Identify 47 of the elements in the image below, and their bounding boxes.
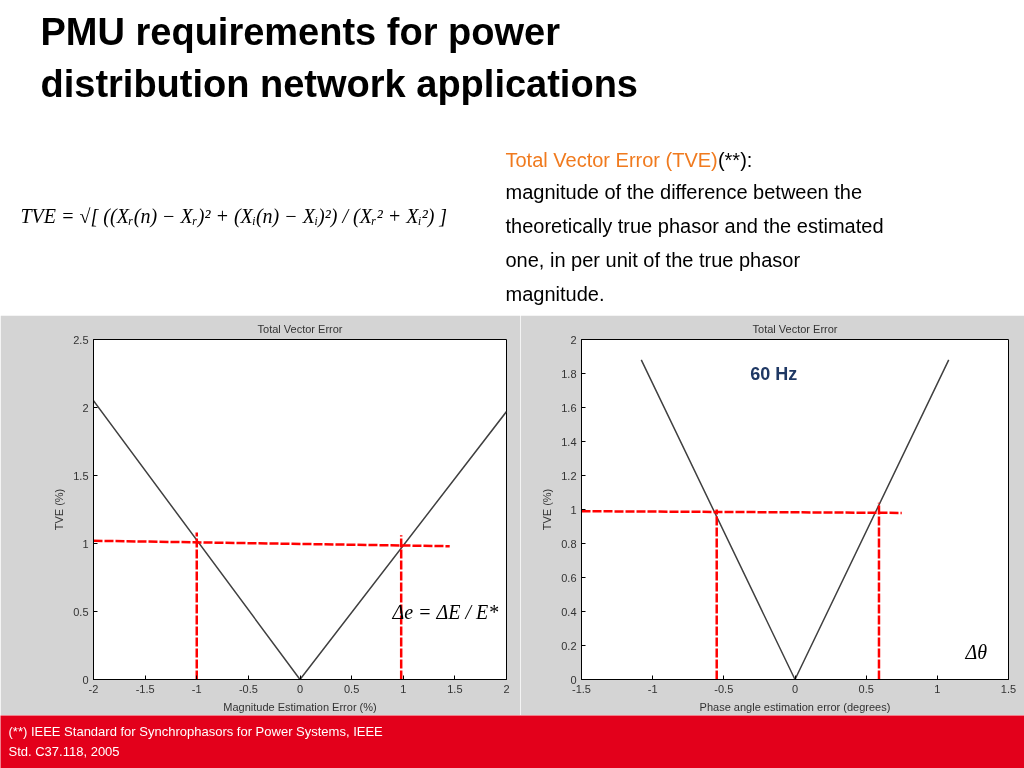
x-tick-label: 1 — [934, 682, 941, 695]
annotation: Δe = ΔE / E* — [391, 600, 499, 623]
x-tick-label: 2 — [503, 682, 510, 695]
text: TVE = √[ ((Xᵣ(n) − Xᵣ)² + (Xᵢ(n) − Xᵢ)²) / (Xᵣ² + Xᵢ²) ] — [20, 204, 448, 228]
x-tick-label: -1 — [191, 682, 202, 695]
text: PMU requirements for power distribution network applications — [40, 10, 638, 105]
y-axis-title: TVE (%) — [541, 488, 554, 531]
x-tick-label: 0.5 — [343, 682, 360, 695]
text: (**): — [717, 148, 753, 171]
x-tick-label: 0 — [791, 682, 799, 695]
y-tick-label: 1.2 — [561, 469, 577, 482]
y-tick-label: 0.8 — [561, 537, 577, 550]
annotation: 60 Hz — [750, 363, 798, 384]
y-tick-label: 0.2 — [561, 639, 577, 652]
y-tick-label: 0 — [82, 673, 89, 686]
y-axis-title: TVE (%) — [53, 488, 66, 531]
x-tick-label: -0.5 — [238, 682, 258, 695]
x-axis-title: Phase angle estimation error (degrees) — [699, 700, 891, 713]
y-tick-label: 1 — [82, 537, 89, 550]
y-tick-label: 0 — [570, 673, 577, 686]
x-tick-label: 1.5 — [447, 682, 463, 695]
x-tick-label: 1.5 — [1000, 682, 1017, 695]
y-tick-label: 1.6 — [561, 401, 577, 414]
x-tick-label: -2 — [88, 682, 99, 695]
y-tick-label: 1.8 — [561, 367, 577, 380]
text: (**) IEEE Standard for Synchrophasors for Power Systems, IEEE Std. C37.118, 2005 — [8, 723, 384, 759]
y-tick-label: 0.6 — [561, 571, 577, 584]
x-tick-label: -0.5 — [714, 682, 734, 695]
y-tick-label: 2 — [570, 333, 577, 346]
x-tick-label: 0 — [296, 682, 304, 695]
y-tick-label: 2 — [82, 401, 89, 414]
y-tick-label: 1.4 — [561, 435, 577, 448]
x-tick-label: -1.5 — [135, 682, 155, 695]
x-tick-label: -1 — [647, 682, 658, 695]
annotation: Δθ — [964, 641, 988, 664]
text: Total Vector Error (TVE) — [505, 148, 718, 171]
y-tick-label: 0.5 — [73, 605, 89, 618]
chart-title: Total Vector Error — [257, 322, 343, 335]
x-axis-title: Magnitude Estimation Error (%) — [223, 700, 377, 713]
y-tick-label: 0.4 — [561, 605, 577, 618]
y-tick-label: 1 — [570, 503, 577, 516]
x-tick-label: 0.5 — [858, 682, 874, 695]
text: magnitude of the difference between the theoretically true phasor and the estimated one, in per unit of the true phasor magnitude. — [505, 180, 884, 305]
y-tick-label: 1.5 — [73, 469, 89, 482]
y-tick-label: 2.5 — [73, 333, 89, 346]
x-tick-label: 1 — [400, 682, 407, 695]
chart-title: Total Vector Error — [752, 322, 838, 335]
